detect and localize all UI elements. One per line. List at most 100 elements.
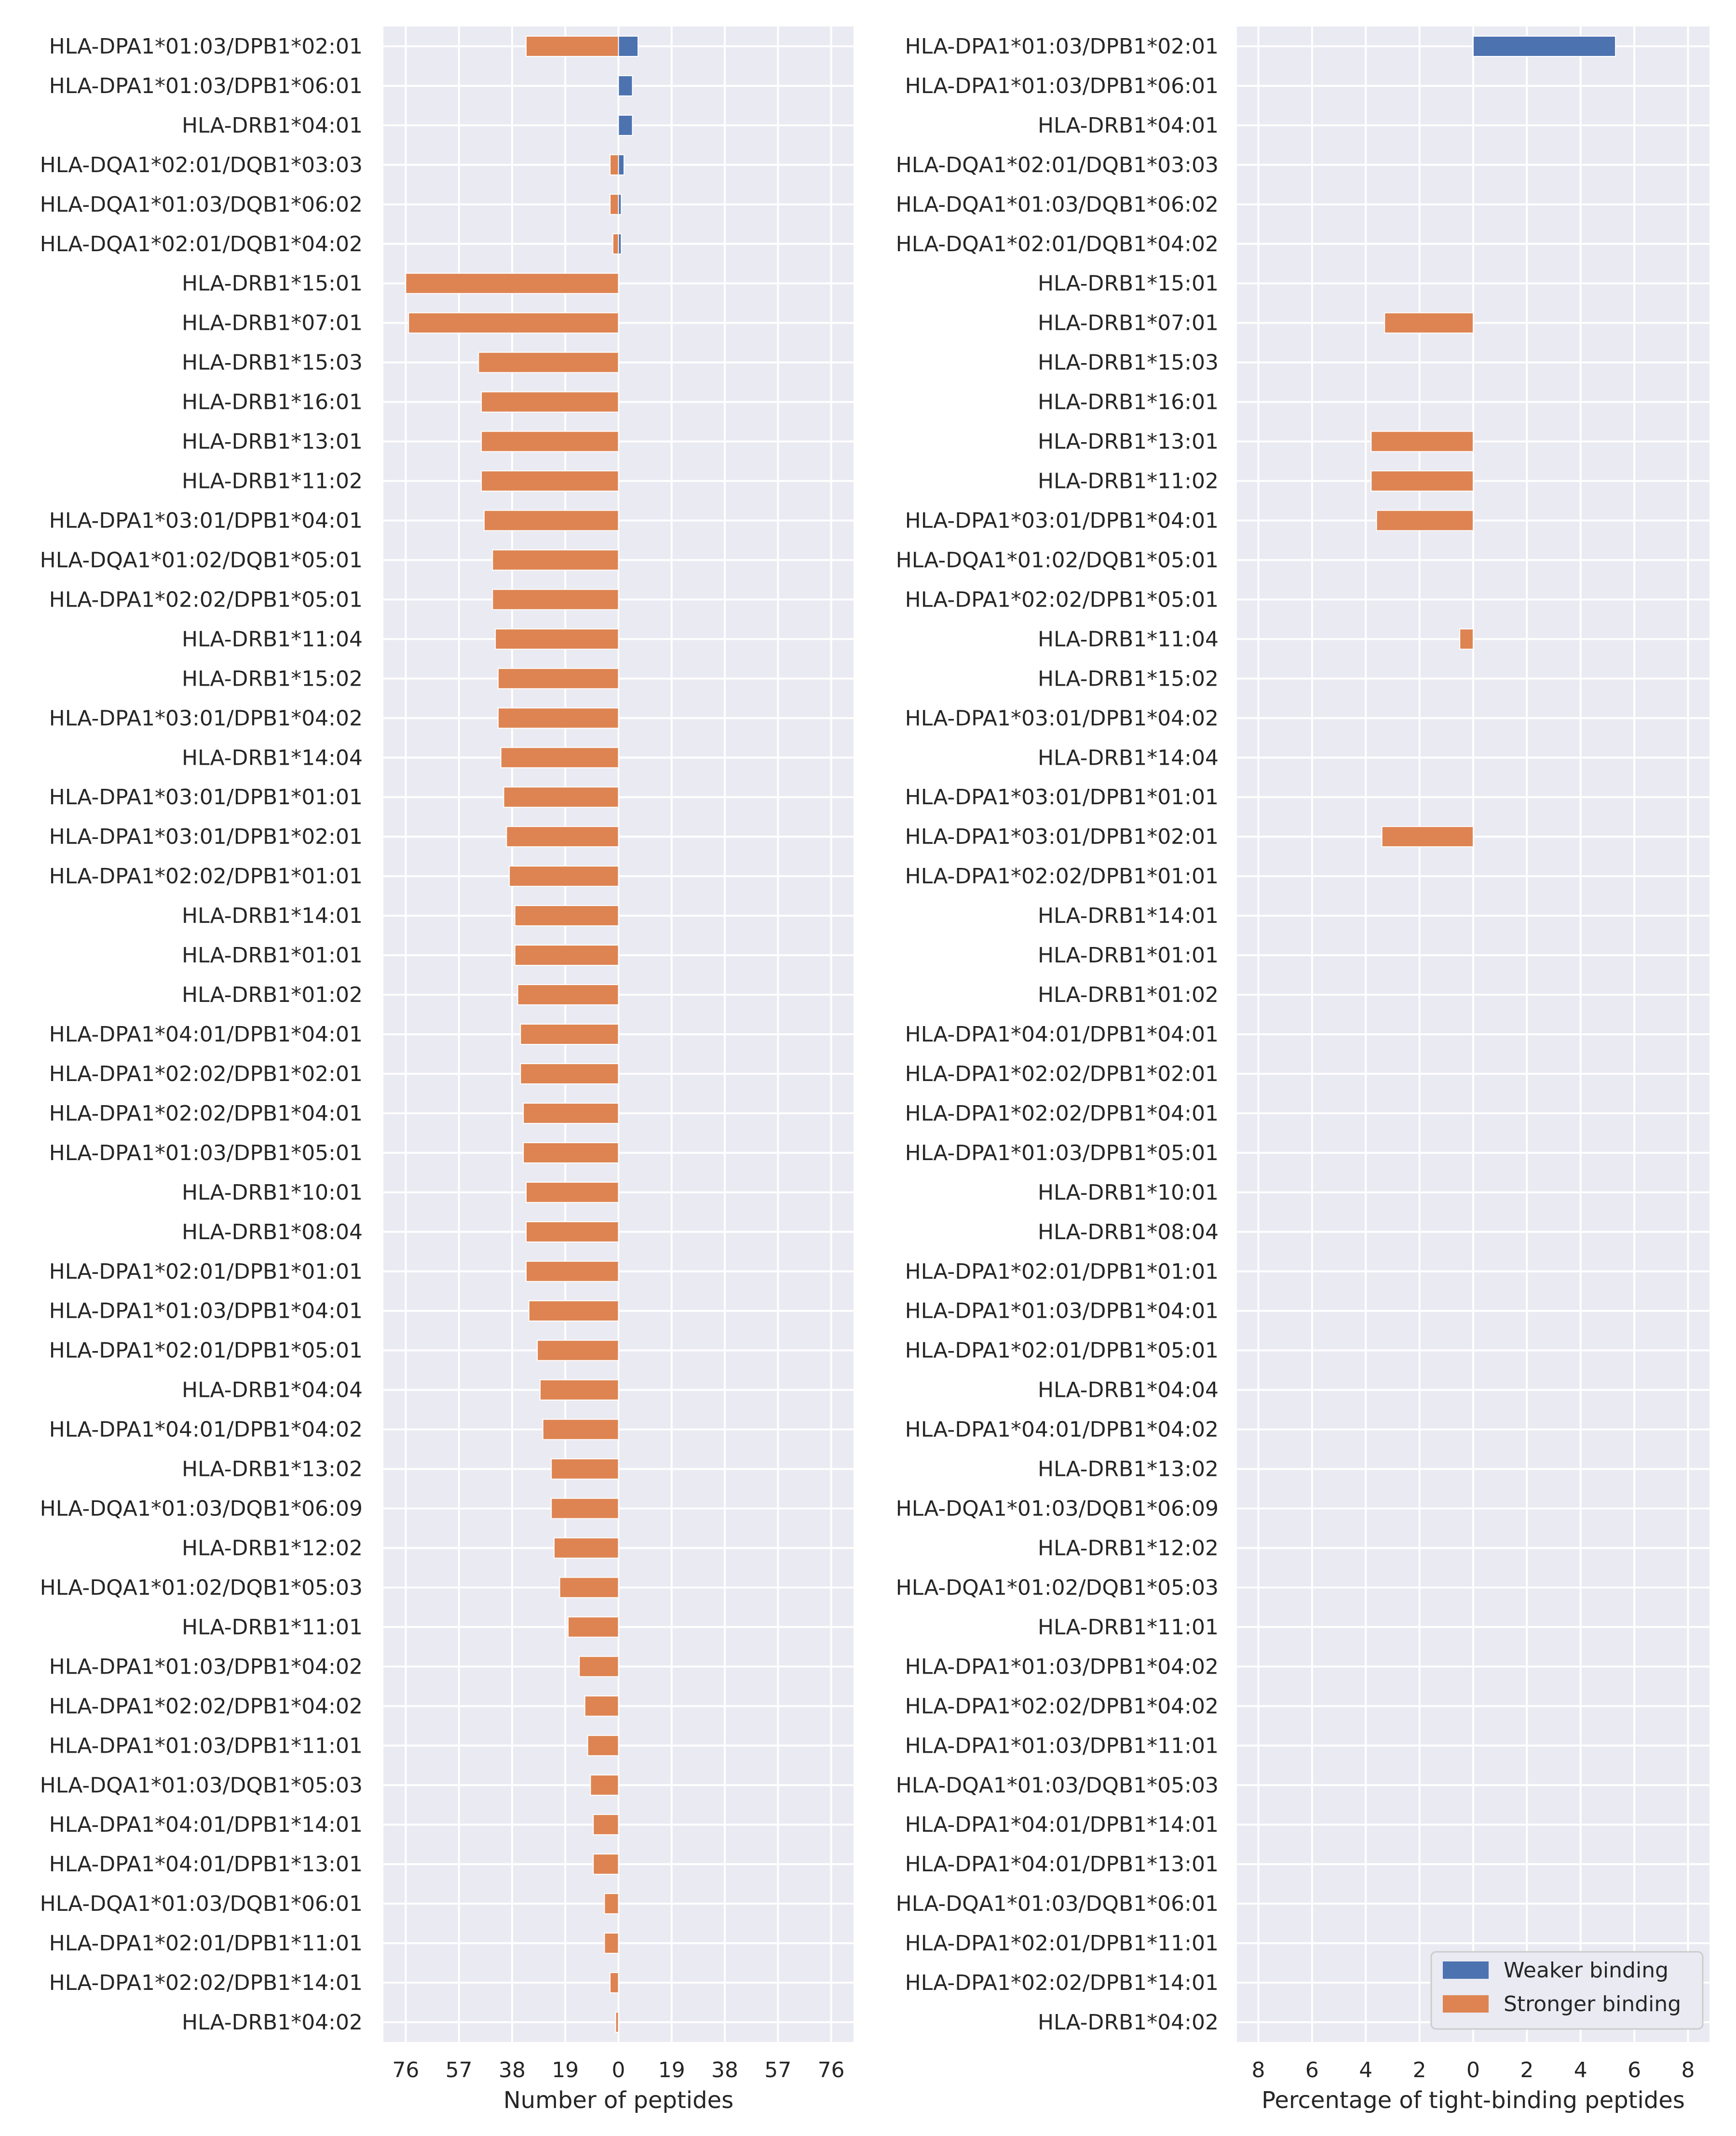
y-tick-label: HLA-DPA1*03:01/DPB1*04:01 <box>905 509 1219 533</box>
x-tick-label: 6 <box>1305 2058 1319 2082</box>
bar-stronger-binding <box>514 905 619 927</box>
y-tick-label: HLA-DPA1*04:01/DPB1*14:01 <box>905 1812 1219 1837</box>
x-axis-title: Number of peptides <box>503 2087 733 2114</box>
bar-stronger-binding <box>500 747 619 769</box>
y-tick-label: HLA-DQA1*01:02/DQB1*05:03 <box>40 1575 363 1600</box>
y-tick-label: HLA-DRB1*04:04 <box>182 1378 363 1403</box>
bar-stronger-binding <box>520 1063 619 1084</box>
y-tick-label: HLA-DRB1*15:01 <box>1038 271 1219 296</box>
y-tick-label: HLA-DPA1*01:03/DPB1*02:01 <box>49 34 363 59</box>
bar-stronger-binding <box>523 1142 619 1163</box>
y-tick-label: HLA-DPA1*01:03/DPB1*05:01 <box>49 1141 363 1165</box>
x-tick-label: 57 <box>446 2058 473 2082</box>
bar-weaker-binding <box>618 35 639 57</box>
bar-stronger-binding <box>478 351 619 373</box>
bar-stronger-binding <box>1384 312 1474 334</box>
x-tick-label: 0 <box>1466 2058 1480 2082</box>
bar-stronger-binding <box>481 470 619 492</box>
bar-stronger-binding <box>604 1893 619 1915</box>
y-tick-label: HLA-DRB1*01:01 <box>182 943 363 968</box>
y-tick-label: HLA-DPA1*02:01/DPB1*01:01 <box>905 1259 1219 1284</box>
bar-stronger-binding <box>1370 431 1474 452</box>
x-axis-title: Percentage of tight-binding peptides <box>1261 2087 1685 2114</box>
y-tick-label: HLA-DRB1*15:03 <box>182 351 363 375</box>
x-tick-label: 2 <box>1413 2058 1426 2082</box>
bar-stronger-binding <box>492 589 619 610</box>
bar-stronger-binding <box>503 786 619 808</box>
y-tick-label: HLA-DPA1*03:01/DPB1*01:01 <box>49 785 363 810</box>
y-tick-label: HLA-DRB1*14:04 <box>182 745 363 770</box>
y-tick-label: HLA-DRB1*10:01 <box>1038 1180 1219 1205</box>
y-tick-label: HLA-DPA1*02:02/DPB1*14:01 <box>49 1971 363 1995</box>
bar-stronger-binding <box>610 1972 619 1994</box>
x-tick-label: 4 <box>1359 2058 1372 2082</box>
y-tick-label: HLA-DPA1*03:01/DPB1*04:02 <box>49 706 363 730</box>
bar-stronger-binding <box>551 1498 619 1519</box>
y-tick-label: HLA-DRB1*16:01 <box>1038 390 1219 415</box>
y-tick-label: HLA-DRB1*11:04 <box>182 627 363 651</box>
x-tick-label: 4 <box>1574 2058 1587 2082</box>
bar-stronger-binding <box>612 233 619 255</box>
y-tick-label: HLA-DPA1*02:02/DPB1*05:01 <box>49 587 363 612</box>
y-tick-label: HLA-DRB1*10:01 <box>182 1180 363 1205</box>
bar-stronger-binding <box>615 2012 619 2033</box>
bar-stronger-binding <box>593 1853 619 1875</box>
y-tick-label: HLA-DPA1*02:01/DPB1*05:01 <box>49 1338 363 1363</box>
y-tick-label: HLA-DPA1*02:01/DPB1*11:01 <box>905 1931 1219 1956</box>
legend-box <box>1430 1951 1704 2030</box>
y-tick-label: HLA-DPA1*04:01/DPB1*04:02 <box>49 1418 363 1442</box>
bar-stronger-binding <box>495 628 619 650</box>
y-tick-label: HLA-DQA1*01:02/DQB1*05:01 <box>40 548 363 572</box>
bar-stronger-binding <box>525 1260 619 1282</box>
x-tick-label: 0 <box>612 2058 625 2082</box>
bar-stronger-binding <box>551 1458 619 1480</box>
bar-stronger-binding <box>481 391 619 413</box>
y-tick-label: HLA-DRB1*11:04 <box>1038 627 1219 651</box>
y-tick-label: HLA-DRB1*14:01 <box>1038 904 1219 928</box>
bar-stronger-binding <box>483 510 619 531</box>
y-tick-label: HLA-DPA1*01:03/DPB1*06:01 <box>49 74 363 98</box>
bar-stronger-binding <box>528 1300 619 1322</box>
y-tick-label: HLA-DPA1*03:01/DPB1*04:02 <box>905 706 1219 730</box>
y-tick-label: HLA-DPA1*02:02/DPB1*04:01 <box>49 1101 363 1126</box>
y-tick-label: HLA-DRB1*01:01 <box>1038 943 1219 968</box>
y-tick-label: HLA-DRB1*12:02 <box>1038 1536 1219 1560</box>
y-tick-label: HLA-DRB1*07:01 <box>1038 311 1219 336</box>
y-tick-label: HLA-DPA1*02:01/DPB1*11:01 <box>49 1931 363 1956</box>
bar-stronger-binding <box>481 431 619 452</box>
x-tick-label: 8 <box>1252 2058 1265 2082</box>
y-tick-label: HLA-DRB1*16:01 <box>182 390 363 415</box>
y-tick-label: HLA-DPA1*04:01/DPB1*04:01 <box>905 1022 1219 1047</box>
y-tick-label: HLA-DPA1*03:01/DPB1*02:01 <box>905 825 1219 849</box>
y-tick-label: HLA-DQA1*01:03/DQB1*06:01 <box>40 1892 363 1916</box>
legend-label: Weaker binding <box>1504 1958 1668 1983</box>
bar-stronger-binding <box>497 668 619 689</box>
y-tick-label: HLA-DRB1*04:01 <box>1038 113 1219 138</box>
y-tick-label: HLA-DRB1*13:01 <box>182 430 363 454</box>
y-tick-label: HLA-DPA1*02:02/DPB1*02:01 <box>905 1062 1219 1086</box>
x-tick-label: 38 <box>711 2058 738 2082</box>
bar-stronger-binding <box>590 1774 619 1796</box>
x-tick-label: 76 <box>392 2058 419 2082</box>
bar-stronger-binding <box>497 707 619 729</box>
bar-stronger-binding <box>610 193 619 215</box>
y-tick-label: HLA-DRB1*11:02 <box>182 469 363 494</box>
bar-stronger-binding <box>1376 510 1474 531</box>
bar-stronger-binding <box>584 1695 619 1717</box>
y-tick-label: HLA-DRB1*15:01 <box>182 271 363 296</box>
y-tick-label: HLA-DRB1*15:02 <box>1038 666 1219 691</box>
y-tick-label: HLA-DQA1*01:02/DQB1*05:01 <box>896 548 1219 572</box>
y-tick-label: HLA-DPA1*02:02/DPB1*05:01 <box>905 587 1219 612</box>
y-tick-label: HLA-DRB1*14:01 <box>182 904 363 928</box>
bar-stronger-binding <box>525 1181 619 1203</box>
y-tick-label: HLA-DPA1*01:03/DPB1*05:01 <box>905 1141 1219 1165</box>
y-tick-label: HLA-DRB1*15:02 <box>182 666 363 691</box>
y-tick-label: HLA-DPA1*02:02/DPB1*04:02 <box>49 1694 363 1718</box>
y-tick-label: HLA-DQA1*02:01/DQB1*03:03 <box>40 153 363 177</box>
bar-stronger-binding <box>1459 628 1474 650</box>
y-tick-label: HLA-DRB1*08:04 <box>1038 1220 1219 1244</box>
bar-stronger-binding <box>610 154 619 176</box>
y-tick-label: HLA-DRB1*13:01 <box>1038 430 1219 454</box>
